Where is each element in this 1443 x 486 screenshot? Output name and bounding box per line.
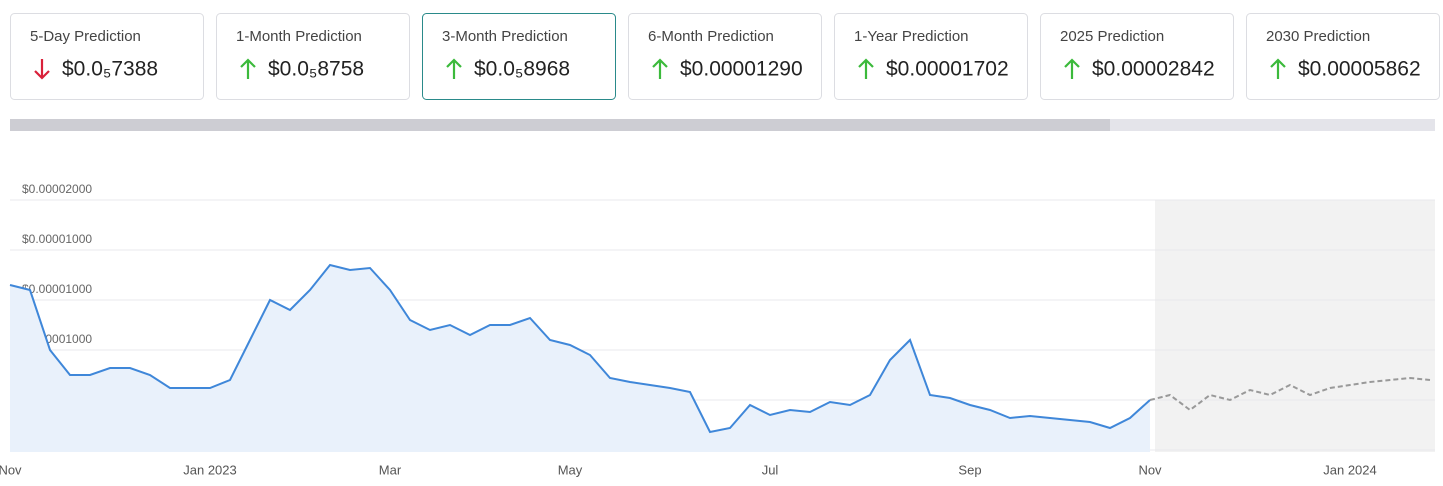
card-title: 1-Year Prediction xyxy=(854,28,969,45)
card-title: 3-Month Prediction xyxy=(442,28,568,45)
scroll-thumb[interactable] xyxy=(10,119,1110,131)
arrow-icon xyxy=(652,58,668,79)
x-tick-label: Mar xyxy=(379,462,402,477)
x-tick-label: May xyxy=(558,462,583,477)
arrow-icon xyxy=(34,59,50,80)
y-tick-label: $0.00001000 xyxy=(22,282,92,296)
x-tick-label: Sep xyxy=(958,462,981,477)
prediction-line xyxy=(1149,376,1431,412)
card-title: 1-Month Prediction xyxy=(236,28,362,45)
prediction-region xyxy=(1155,200,1435,452)
prediction-card[interactable] xyxy=(422,13,616,100)
prediction-card[interactable] xyxy=(10,13,204,100)
arrow-icon xyxy=(1270,58,1286,79)
card-title: 5-Day Prediction xyxy=(30,28,141,45)
card-value: $0.00001290 xyxy=(680,58,803,81)
x-tick-label: Jan 2024 xyxy=(1323,462,1377,477)
price-line xyxy=(9,263,1151,434)
x-tick-label: Jan 2023 xyxy=(183,462,237,477)
prediction-card[interactable] xyxy=(1246,13,1440,100)
y-tick-label: $0.00002000 xyxy=(22,182,92,196)
prediction-card[interactable] xyxy=(628,13,822,100)
card-value: $0.0₅7388 xyxy=(62,58,158,81)
x-tick-label: Nov xyxy=(0,462,22,477)
card-value: $0.0₅8758 xyxy=(268,58,364,81)
arrow-icon xyxy=(1064,58,1080,79)
arrow-icon xyxy=(858,58,874,79)
arrow-icon xyxy=(240,58,256,79)
x-tick-label: Jul xyxy=(762,462,779,477)
x-tick-label: Nov xyxy=(1138,462,1162,477)
card-title: 2025 Prediction xyxy=(1060,28,1164,45)
prediction-card[interactable] xyxy=(1040,13,1234,100)
arrow-icon xyxy=(446,58,462,79)
card-value: $0.00005862 xyxy=(1298,58,1421,81)
card-value: $0.00002842 xyxy=(1092,58,1215,81)
card-title: 2030 Prediction xyxy=(1266,28,1370,45)
area-fill xyxy=(10,265,1150,452)
y-tick-label: $0.00001000 xyxy=(22,232,92,246)
card-value: $0.0₅8968 xyxy=(474,58,570,81)
card-value: $0.00001702 xyxy=(886,58,1009,81)
card-title: 6-Month Prediction xyxy=(648,28,774,45)
prediction-card[interactable] xyxy=(834,13,1028,100)
prediction-card[interactable] xyxy=(216,13,410,100)
